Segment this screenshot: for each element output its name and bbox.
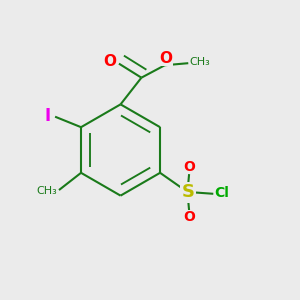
Text: CH₃: CH₃ xyxy=(189,57,210,67)
Text: Cl: Cl xyxy=(214,186,230,200)
Text: I: I xyxy=(45,107,51,125)
Text: O: O xyxy=(160,51,172,66)
Text: O: O xyxy=(184,160,196,174)
Text: S: S xyxy=(181,183,194,201)
Text: O: O xyxy=(103,54,117,69)
Text: O: O xyxy=(184,210,196,224)
Text: CH₃: CH₃ xyxy=(36,186,57,196)
